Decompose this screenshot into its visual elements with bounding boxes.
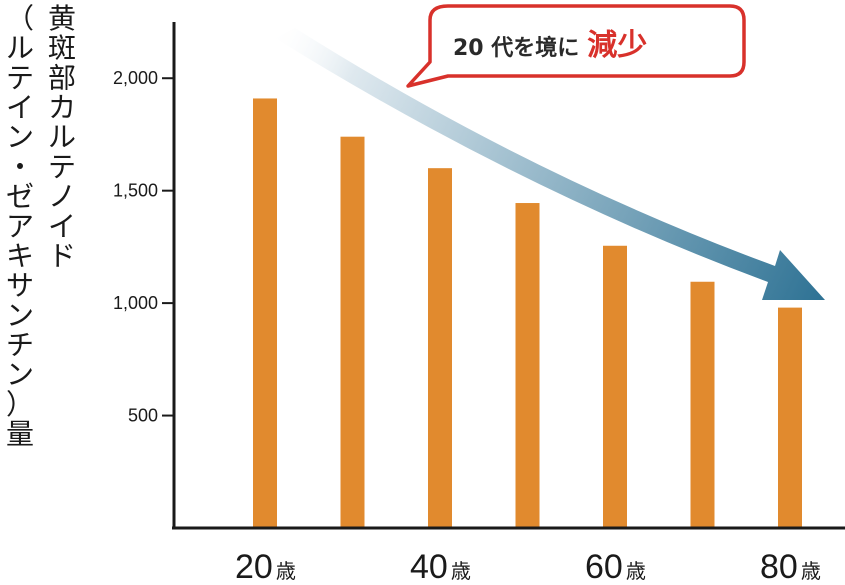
bar bbox=[515, 203, 540, 528]
bar bbox=[253, 98, 277, 528]
bar bbox=[778, 307, 802, 528]
x-ticks: 20 歳 40 歳 60 歳 80 歳 bbox=[235, 548, 821, 585]
x-tick-label: 20 歳 bbox=[235, 548, 296, 585]
y-axis-label-sub: （ルテイン・ゼアキサンチン）量 bbox=[6, 2, 34, 451]
callout: 20 代を境に 減少 bbox=[406, 4, 746, 88]
y-axis-label-main: 黄斑部カルテノイド bbox=[48, 2, 76, 272]
y-ticks: 500 1,000 1,500 2,000 bbox=[113, 68, 174, 426]
bars bbox=[253, 98, 802, 528]
bar bbox=[603, 245, 627, 528]
bar bbox=[340, 136, 365, 528]
y-tick-label: 1,500 bbox=[113, 181, 158, 201]
y-tick-label: 2,000 bbox=[113, 68, 158, 88]
y-axis-label: 黄斑部カルテノイド （ルテイン・ゼアキサンチン）量 bbox=[6, 2, 76, 451]
bar bbox=[428, 168, 452, 528]
y-tick-label: 1,000 bbox=[113, 293, 158, 313]
callout-bubble bbox=[406, 4, 746, 88]
x-tick-label: 80 歳 bbox=[760, 548, 821, 585]
x-tick-label: 40 歳 bbox=[410, 548, 471, 585]
trend-arrow bbox=[275, 28, 825, 300]
bar bbox=[690, 281, 715, 528]
x-tick-label: 60 歳 bbox=[585, 548, 646, 585]
y-tick-label: 500 bbox=[128, 406, 158, 426]
callout-text: 20 代を境に 減少 bbox=[453, 28, 647, 63]
